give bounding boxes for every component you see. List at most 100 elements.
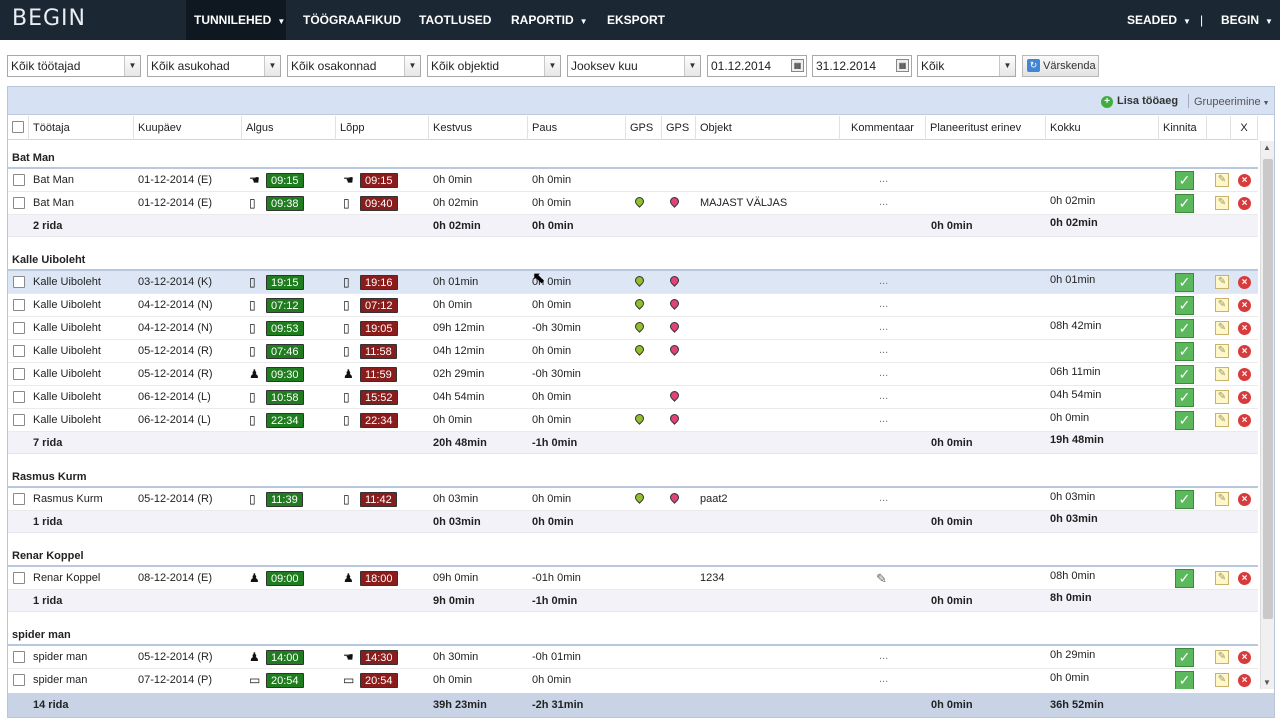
- row-checkbox[interactable]: [13, 345, 25, 357]
- comment-cell[interactable]: ...: [879, 367, 889, 379]
- edit-pencil-icon[interactable]: ✎: [1215, 650, 1229, 664]
- row-checkbox[interactable]: [13, 197, 25, 209]
- comment-cell[interactable]: ...: [879, 390, 889, 402]
- row-checkbox[interactable]: [13, 414, 25, 426]
- header-employee[interactable]: Töötaja: [29, 116, 134, 140]
- gps-start-pin-icon[interactable]: [633, 491, 646, 504]
- row-checkbox[interactable]: [13, 299, 25, 311]
- comment-cell[interactable]: ...: [879, 673, 889, 685]
- calendar-icon[interactable]: ▦: [896, 59, 909, 72]
- nav-raportid[interactable]: RAPORTID ▼: [511, 0, 588, 40]
- comment-cell[interactable]: ...: [879, 298, 889, 310]
- header-object[interactable]: Objekt: [696, 116, 840, 140]
- delete-icon[interactable]: ×: [1238, 572, 1251, 585]
- row-checkbox[interactable]: [13, 322, 25, 334]
- gps-end-pin-icon[interactable]: [668, 297, 681, 310]
- table-row[interactable]: Kalle Uiboleht 04-12-2014 (N) ▯ 09:53 ▯ 19:05…: [8, 317, 1258, 340]
- nav-toograafikud[interactable]: TÖÖGRAAFIKUD: [303, 0, 401, 40]
- comment-cell[interactable]: ...: [879, 173, 889, 185]
- row-checkbox[interactable]: [13, 651, 25, 663]
- row-checkbox[interactable]: [13, 368, 25, 380]
- date-from-field[interactable]: 01.12.2014 ▦: [707, 55, 807, 77]
- row-checkbox[interactable]: [13, 674, 25, 686]
- gps-start-pin-icon[interactable]: [633, 195, 646, 208]
- comment-cell[interactable]: ...: [879, 650, 889, 662]
- edit-pencil-icon[interactable]: ✎: [1215, 367, 1229, 381]
- gps-start-pin-icon[interactable]: [633, 343, 646, 356]
- edit-pencil-icon[interactable]: ✎: [1215, 571, 1229, 585]
- table-row[interactable]: Kalle Uiboleht 06-12-2014 (L) ▯ 10:58 ▯ 15:52…: [8, 386, 1258, 409]
- confirm-checkmark-icon[interactable]: ✓: [1175, 319, 1194, 338]
- vertical-scrollbar[interactable]: ▲ ▼: [1260, 141, 1274, 689]
- object-filter-select[interactable]: Kõik objektid ▼: [427, 55, 561, 77]
- confirm-checkmark-icon[interactable]: ✓: [1175, 342, 1194, 361]
- scroll-down-arrow-icon[interactable]: ▼: [1263, 678, 1271, 687]
- gps-end-pin-icon[interactable]: [668, 195, 681, 208]
- delete-icon[interactable]: ×: [1238, 174, 1251, 187]
- gps-start-pin-icon[interactable]: [633, 412, 646, 425]
- edit-pencil-icon[interactable]: ✎: [1215, 492, 1229, 506]
- gps-end-pin-icon[interactable]: [668, 389, 681, 402]
- date-to-field[interactable]: 31.12.2014 ▦: [812, 55, 912, 77]
- confirm-checkmark-icon[interactable]: ✓: [1175, 569, 1194, 588]
- table-row[interactable]: Kalle Uiboleht 05-12-2014 (R) ♟ 09:30 ♟ 11:59…: [8, 363, 1258, 386]
- header-comment[interactable]: Kommentaar: [840, 116, 926, 140]
- comment-cell[interactable]: ...: [879, 344, 889, 356]
- add-time-button[interactable]: + Lisa tööaeg: [1101, 95, 1178, 108]
- header-gps-start[interactable]: GPS: [626, 116, 662, 140]
- grouping-button[interactable]: Grupeerimine ▼: [1194, 96, 1270, 108]
- group-header[interactable]: Kalle Uiboleht: [8, 247, 1258, 271]
- comment-cell[interactable]: ...: [879, 492, 889, 504]
- row-checkbox[interactable]: [13, 572, 25, 584]
- table-row[interactable]: Kalle Uiboleht 04-12-2014 (N) ▯ 07:12 ▯ 07:12…: [8, 294, 1258, 317]
- table-row[interactable]: spider man 07-12-2014 (P) ▭ 20:54 ▭ 20:54 0h 0…: [8, 669, 1258, 689]
- select-all-checkbox[interactable]: [12, 121, 24, 133]
- gps-end-pin-icon[interactable]: [668, 412, 681, 425]
- nav-seaded[interactable]: SEADED ▼: [1127, 0, 1191, 40]
- gps-end-pin-icon[interactable]: [668, 343, 681, 356]
- header-plan-diff[interactable]: Planeeritust erinev: [926, 116, 1046, 140]
- header-duration[interactable]: Kestvus: [429, 116, 528, 140]
- employee-filter-select[interactable]: Kõik töötajad ▼: [7, 55, 141, 77]
- edit-pencil-icon[interactable]: ✎: [1215, 298, 1229, 312]
- gps-end-pin-icon[interactable]: [668, 320, 681, 333]
- delete-icon[interactable]: ×: [1238, 322, 1251, 335]
- comment-cell[interactable]: ...: [879, 275, 889, 287]
- confirm-checkmark-icon[interactable]: ✓: [1175, 388, 1194, 407]
- edit-pencil-icon[interactable]: ✎: [1215, 196, 1229, 210]
- group-header[interactable]: Bat Man: [8, 145, 1258, 169]
- nav-eksport[interactable]: EKSPORT: [607, 0, 665, 40]
- row-checkbox[interactable]: [13, 276, 25, 288]
- group-header[interactable]: spider man: [8, 622, 1258, 646]
- confirm-checkmark-icon[interactable]: ✓: [1175, 171, 1194, 190]
- location-filter-select[interactable]: Kõik asukohad ▼: [147, 55, 281, 77]
- confirm-checkmark-icon[interactable]: ✓: [1175, 671, 1194, 689]
- delete-icon[interactable]: ×: [1238, 368, 1251, 381]
- table-row[interactable]: Kalle Uiboleht 06-12-2014 (L) ▯ 22:34 ▯ 22:34…: [8, 409, 1258, 432]
- nav-taotlused[interactable]: TAOTLUSED: [419, 0, 491, 40]
- edit-pencil-icon[interactable]: ✎: [1215, 173, 1229, 187]
- comment-note-icon[interactable]: ✎: [876, 571, 887, 586]
- delete-icon[interactable]: ×: [1238, 345, 1251, 358]
- delete-icon[interactable]: ×: [1238, 651, 1251, 664]
- gps-start-pin-icon[interactable]: [633, 274, 646, 287]
- header-gps-end[interactable]: GPS: [662, 116, 696, 140]
- delete-icon[interactable]: ×: [1238, 493, 1251, 506]
- scrollbar-thumb[interactable]: [1263, 159, 1273, 619]
- table-row[interactable]: Bat Man 01-12-2014 (E) ▯ 09:38 ▯ 09:40 0h 02mi…: [8, 192, 1258, 215]
- confirm-checkmark-icon[interactable]: ✓: [1175, 194, 1194, 213]
- nav-tunnilehed[interactable]: TUNNILEHED ▼: [186, 0, 286, 40]
- edit-pencil-icon[interactable]: ✎: [1215, 413, 1229, 427]
- header-confirm[interactable]: Kinnita: [1159, 116, 1207, 140]
- row-checkbox[interactable]: [13, 493, 25, 505]
- table-row[interactable]: spider man 05-12-2014 (R) ♟ 14:00 ☚ 14:30 0h 3…: [8, 646, 1258, 669]
- scroll-up-arrow-icon[interactable]: ▲: [1263, 143, 1271, 152]
- edit-pencil-icon[interactable]: ✎: [1215, 390, 1229, 404]
- header-end[interactable]: Lõpp: [336, 116, 429, 140]
- header-start[interactable]: Algus: [242, 116, 336, 140]
- edit-pencil-icon[interactable]: ✎: [1215, 673, 1229, 687]
- gps-end-pin-icon[interactable]: [668, 274, 681, 287]
- row-checkbox[interactable]: [13, 174, 25, 186]
- delete-icon[interactable]: ×: [1238, 391, 1251, 404]
- confirm-checkmark-icon[interactable]: ✓: [1175, 411, 1194, 430]
